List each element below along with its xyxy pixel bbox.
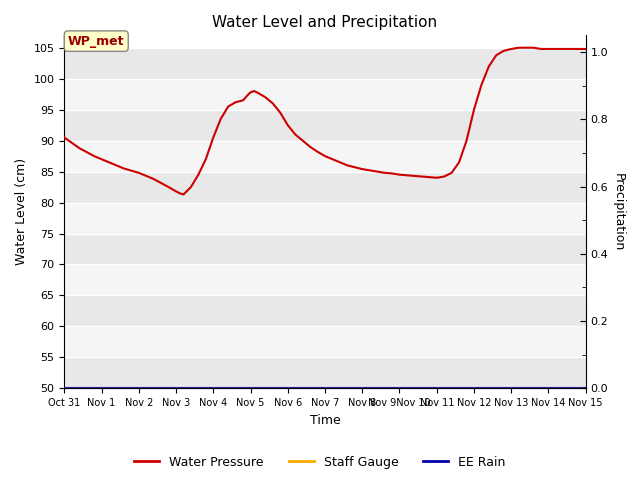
- Water Pressure: [180, 192, 188, 197]
- Bar: [64, 357, 586, 388]
- Water Pressure: [470, 107, 478, 112]
- Bar: [64, 295, 586, 326]
- Water Pressure: [515, 45, 522, 50]
- Y-axis label: Precipitation: Precipitation: [612, 173, 625, 251]
- X-axis label: Time: Time: [310, 414, 340, 427]
- Bar: [64, 141, 586, 171]
- Bar: [64, 48, 586, 79]
- Water Pressure: [552, 46, 560, 52]
- Water Pressure: [582, 46, 589, 52]
- Water Pressure: [60, 134, 68, 140]
- Water Pressure: [321, 153, 329, 159]
- Legend: Water Pressure, Staff Gauge, EE Rain: Water Pressure, Staff Gauge, EE Rain: [129, 451, 511, 474]
- Water Pressure: [172, 189, 180, 194]
- Bar: [64, 171, 586, 203]
- Text: WP_met: WP_met: [68, 35, 125, 48]
- Water Pressure: [299, 138, 307, 144]
- Bar: [64, 79, 586, 109]
- Water Pressure: [135, 170, 143, 176]
- Y-axis label: Water Level (cm): Water Level (cm): [15, 158, 28, 265]
- Bar: [64, 326, 586, 357]
- Title: Water Level and Precipitation: Water Level and Precipitation: [212, 15, 438, 30]
- Bar: [64, 233, 586, 264]
- Bar: [64, 264, 586, 295]
- Line: Water Pressure: Water Pressure: [64, 48, 586, 194]
- Bar: [64, 203, 586, 233]
- Bar: [64, 109, 586, 141]
